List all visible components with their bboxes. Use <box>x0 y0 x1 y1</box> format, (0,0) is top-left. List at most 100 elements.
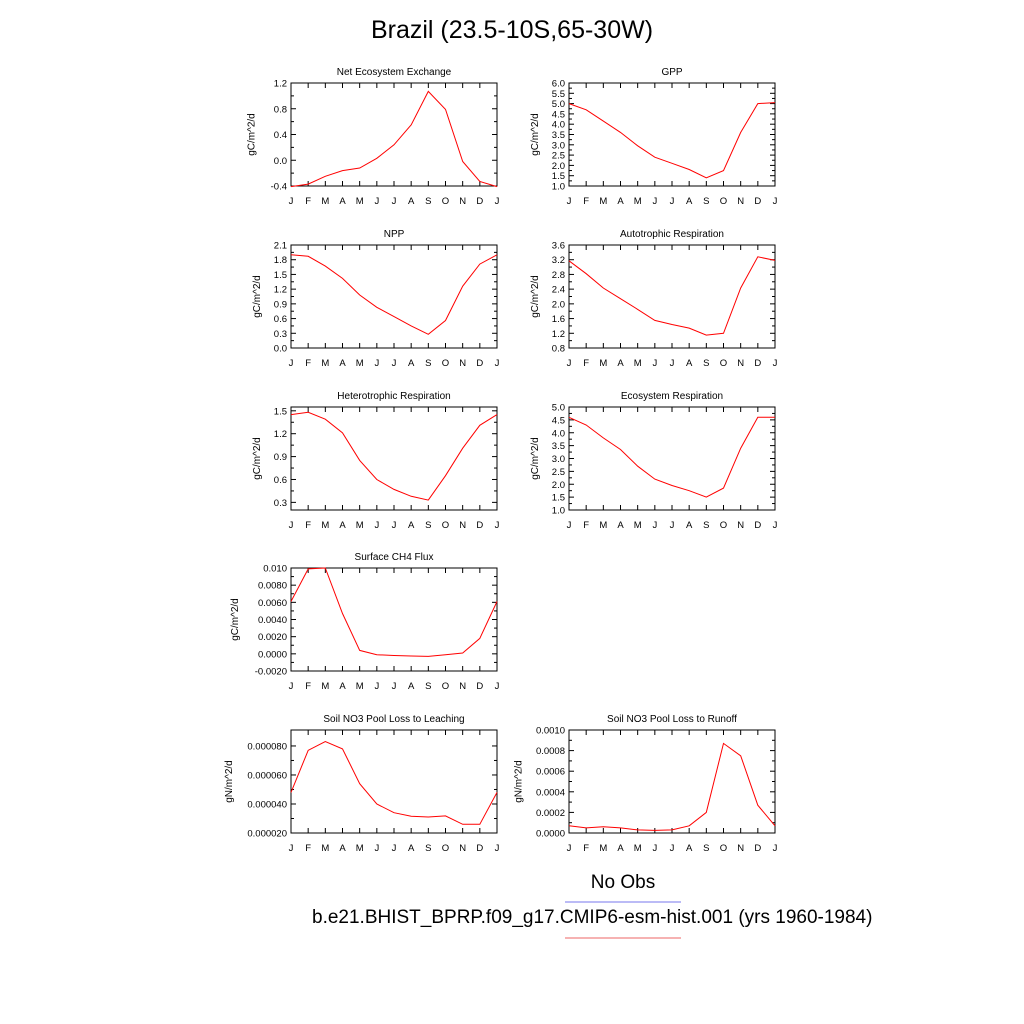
y-tick-label: 3.0 <box>552 140 565 151</box>
y-axis-label: gC/m^2/d <box>247 113 258 156</box>
x-tick-label: F <box>305 520 311 531</box>
legend-entry-obs: No Obs <box>590 872 656 893</box>
x-tick-label: N <box>737 358 744 369</box>
x-tick-label: J <box>567 520 572 531</box>
panel-title: Surface CH4 Flux <box>355 552 434 563</box>
x-tick-label: N <box>459 681 466 692</box>
y-tick-label: 0.0006 <box>536 767 565 778</box>
x-tick-label: D <box>476 520 483 531</box>
x-tick-label: S <box>703 520 709 531</box>
x-tick-label: M <box>321 681 329 692</box>
y-axis-label: gN/m^2/d <box>513 760 524 803</box>
x-tick-label: M <box>634 843 642 854</box>
y-tick-label: 2.8 <box>552 270 565 281</box>
x-tick-label: M <box>356 358 364 369</box>
x-tick-label: M <box>321 358 329 369</box>
y-tick-label: 1.5 <box>274 406 287 417</box>
y-tick-label: 3.2 <box>552 255 565 266</box>
y-tick-label: 2.4 <box>552 285 565 296</box>
series-line <box>290 254 498 335</box>
x-tick-label: J <box>374 681 379 692</box>
y-tick-label: 4.0 <box>552 120 565 131</box>
x-tick-label: O <box>720 520 727 531</box>
x-tick-label: F <box>583 843 589 854</box>
x-tick-label: D <box>476 681 483 692</box>
panel-title: Net Ecosystem Exchange <box>337 67 452 78</box>
y-tick-label: 0.0 <box>274 344 287 355</box>
y-tick-label: 1.5 <box>552 493 565 504</box>
x-tick-label: J <box>495 681 500 692</box>
plot-frame <box>290 406 498 511</box>
y-tick-label: -0.4 <box>271 182 287 193</box>
series-line <box>290 90 498 188</box>
y-tick-label: 0.0010 <box>536 726 565 737</box>
x-tick-label: J <box>670 520 675 531</box>
panel-title: Soil NO3 Pool Loss to Leaching <box>323 714 464 725</box>
x-tick-label: M <box>321 520 329 531</box>
x-tick-label: J <box>567 843 572 854</box>
x-tick-label: F <box>305 196 311 207</box>
y-axis-label: gN/m^2/d <box>224 760 235 803</box>
panel-title: NPP <box>384 229 405 240</box>
x-tick-label: J <box>670 196 675 207</box>
x-tick-label: J <box>670 358 675 369</box>
panel-title: Ecosystem Respiration <box>621 391 723 402</box>
y-tick-label: 4.5 <box>552 109 565 120</box>
x-tick-label: D <box>476 196 483 207</box>
plot-frame <box>290 729 498 834</box>
x-tick-label: N <box>737 520 744 531</box>
x-tick-label: A <box>408 843 415 854</box>
panel-title: Soil NO3 Pool Loss to Runoff <box>607 714 737 725</box>
y-tick-label: 0.010 <box>263 564 287 575</box>
y-tick-label: 1.0 <box>552 506 565 517</box>
x-tick-label: F <box>305 358 311 369</box>
x-tick-label: D <box>476 358 483 369</box>
y-tick-label: 3.6 <box>552 241 565 252</box>
x-tick-label: O <box>442 843 449 854</box>
y-tick-label: 5.0 <box>552 403 565 414</box>
plot-frame <box>568 82 776 187</box>
x-tick-label: M <box>356 681 364 692</box>
plot-frame <box>568 729 776 834</box>
x-tick-label: A <box>686 358 693 369</box>
y-tick-label: 5.5 <box>552 89 565 100</box>
x-tick-label: O <box>442 358 449 369</box>
x-tick-label: O <box>442 196 449 207</box>
x-tick-label: S <box>703 196 709 207</box>
panel-title: Heterotrophic Respiration <box>337 391 450 402</box>
x-tick-label: A <box>339 843 346 854</box>
x-tick-label: A <box>686 843 693 854</box>
y-tick-label: 0.000060 <box>247 770 287 781</box>
x-tick-label: A <box>617 196 624 207</box>
x-tick-label: S <box>703 358 709 369</box>
x-tick-label: N <box>459 843 466 854</box>
x-tick-label: A <box>617 843 624 854</box>
x-tick-label: A <box>339 358 346 369</box>
x-tick-label: A <box>408 196 415 207</box>
y-tick-label: 0.0000 <box>258 649 287 660</box>
y-tick-label: 2.0 <box>552 480 565 491</box>
y-tick-label: 0.000080 <box>247 741 287 752</box>
y-tick-label: 6.0 <box>552 79 565 90</box>
x-tick-label: N <box>459 196 466 207</box>
x-tick-label: J <box>773 843 778 854</box>
x-tick-label: J <box>374 520 379 531</box>
x-tick-label: F <box>583 196 589 207</box>
x-tick-label: D <box>754 843 761 854</box>
x-tick-label: A <box>408 358 415 369</box>
x-tick-label: J <box>773 520 778 531</box>
x-tick-label: O <box>720 196 727 207</box>
x-tick-label: J <box>374 196 379 207</box>
x-tick-label: A <box>686 196 693 207</box>
x-tick-label: J <box>652 843 657 854</box>
x-tick-label: D <box>754 196 761 207</box>
x-tick-label: J <box>392 843 397 854</box>
x-tick-label: S <box>425 520 431 531</box>
y-tick-label: 0.0004 <box>536 787 565 798</box>
x-tick-label: M <box>599 520 607 531</box>
x-tick-label: A <box>617 358 624 369</box>
